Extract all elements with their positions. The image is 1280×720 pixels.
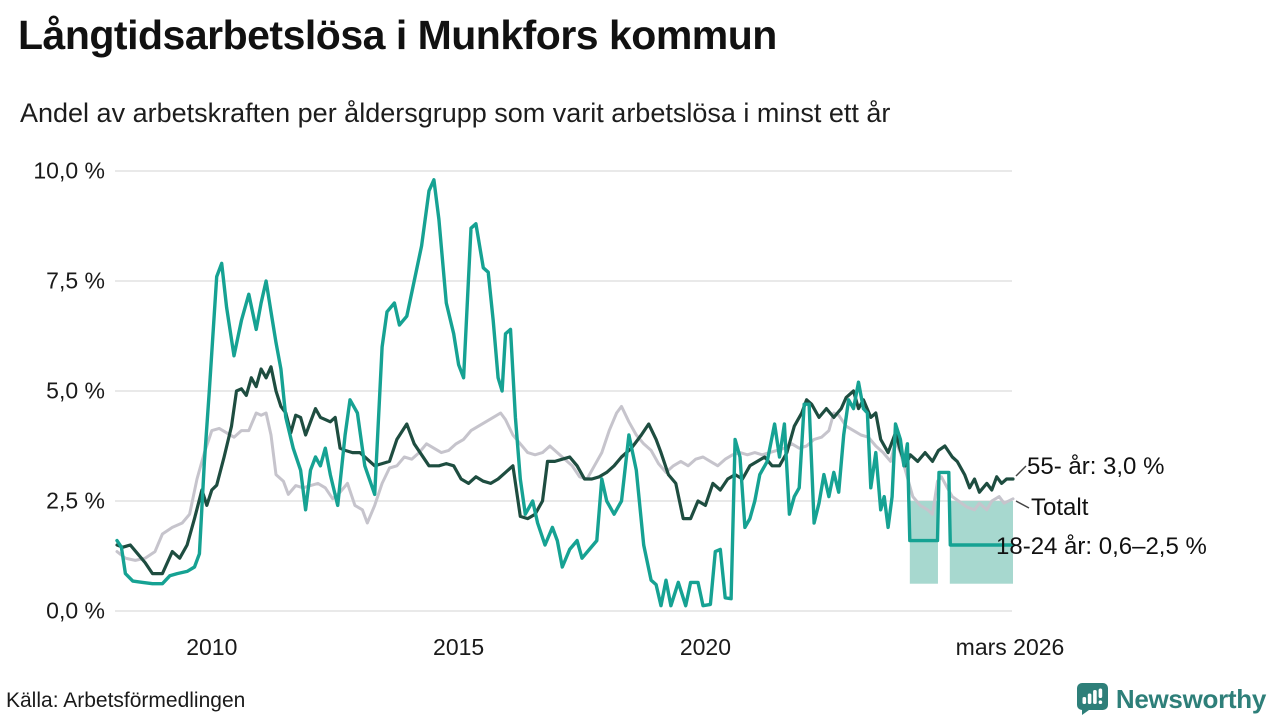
- annotation-18-24-ar: 18-24 år: 0,6–2,5 %: [996, 533, 1207, 560]
- page-title: Långtidsarbetslösa i Munkfors kommun: [18, 12, 777, 58]
- y-tick-label: 0,0 %: [46, 597, 105, 624]
- series-line-18-24-r: [115, 178, 1015, 608]
- x-tick-label: mars 2026: [955, 634, 1065, 660]
- newsworthy-logo: Newsworthy: [1076, 682, 1266, 716]
- source-note: Källa: Arbetsförmedlingen: [6, 689, 246, 712]
- leader-line-55-ar: [1015, 465, 1027, 477]
- y-tick-label: 7,5 %: [46, 267, 105, 294]
- annotation-55-ar: 55- år: 3,0 %: [1027, 453, 1165, 480]
- x-tick-label: 2010: [186, 634, 238, 660]
- series-line-55-r: [115, 365, 1015, 576]
- x-tick-label: 2020: [679, 634, 732, 660]
- newsworthy-logo-text: Newsworthy: [1115, 683, 1266, 714]
- y-tick-label: 10,0 %: [33, 157, 105, 184]
- x-tick-label: 2015: [433, 634, 485, 660]
- newsworthy-logo-icon: [1076, 683, 1108, 715]
- annotation-totalt: Totalt: [1031, 494, 1089, 521]
- series-line-totalt: [115, 404, 1015, 562]
- y-tick-label: 5,0 %: [46, 377, 105, 404]
- y-tick-label: 2,5 %: [46, 487, 105, 514]
- chart-subtitle: Andel av arbetskraften per åldersgrupp s…: [20, 98, 891, 128]
- forecast-range-band: [949, 501, 1013, 584]
- leader-line-totalt: [1015, 500, 1030, 509]
